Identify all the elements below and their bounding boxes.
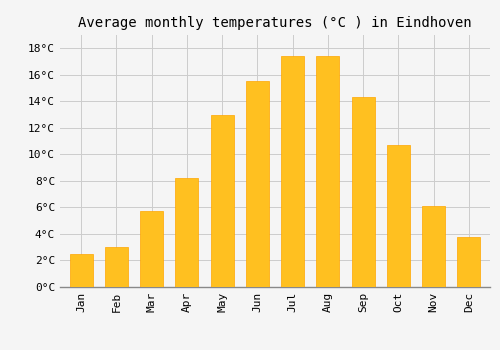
Bar bbox=[140, 211, 163, 287]
Bar bbox=[210, 114, 234, 287]
Title: Average monthly temperatures (°C ) in Eindhoven: Average monthly temperatures (°C ) in Ei… bbox=[78, 16, 472, 30]
Bar bbox=[246, 82, 269, 287]
Bar bbox=[105, 247, 128, 287]
Bar bbox=[458, 237, 480, 287]
Bar bbox=[387, 145, 410, 287]
Bar bbox=[176, 178, 199, 287]
Bar bbox=[316, 56, 340, 287]
Bar bbox=[352, 97, 374, 287]
Bar bbox=[70, 254, 92, 287]
Bar bbox=[422, 206, 445, 287]
Bar bbox=[281, 56, 304, 287]
